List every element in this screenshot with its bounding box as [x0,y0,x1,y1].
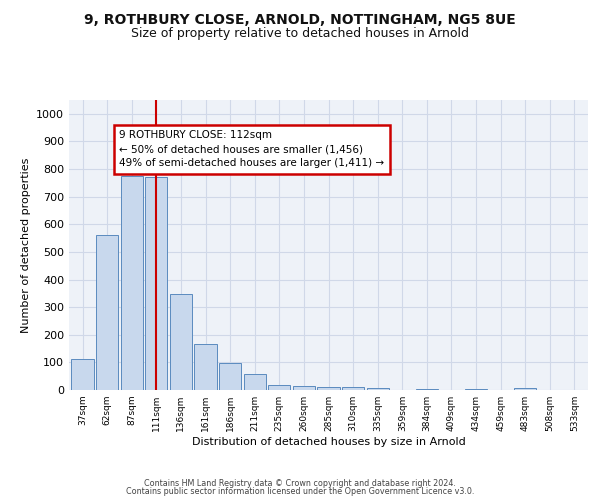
Bar [293,386,315,390]
Bar [170,294,192,390]
Bar [416,388,438,390]
Bar [244,374,266,390]
Bar [268,385,290,390]
Text: Contains public sector information licensed under the Open Government Licence v3: Contains public sector information licen… [126,487,474,496]
Bar [465,388,487,390]
Bar [145,178,167,390]
X-axis label: Distribution of detached houses by size in Arnold: Distribution of detached houses by size … [191,437,466,447]
Text: 9 ROTHBURY CLOSE: 112sqm
← 50% of detached houses are smaller (1,456)
49% of sem: 9 ROTHBURY CLOSE: 112sqm ← 50% of detach… [119,130,385,168]
Y-axis label: Number of detached properties: Number of detached properties [20,158,31,332]
Bar [317,387,340,390]
Bar [342,387,364,390]
Bar [219,363,241,390]
Bar [367,388,389,390]
Bar [194,344,217,390]
Text: Contains HM Land Registry data © Crown copyright and database right 2024.: Contains HM Land Registry data © Crown c… [144,478,456,488]
Bar [71,359,94,390]
Bar [96,236,118,390]
Bar [514,388,536,390]
Text: Size of property relative to detached houses in Arnold: Size of property relative to detached ho… [131,28,469,40]
Text: 9, ROTHBURY CLOSE, ARNOLD, NOTTINGHAM, NG5 8UE: 9, ROTHBURY CLOSE, ARNOLD, NOTTINGHAM, N… [84,12,516,26]
Bar [121,176,143,390]
